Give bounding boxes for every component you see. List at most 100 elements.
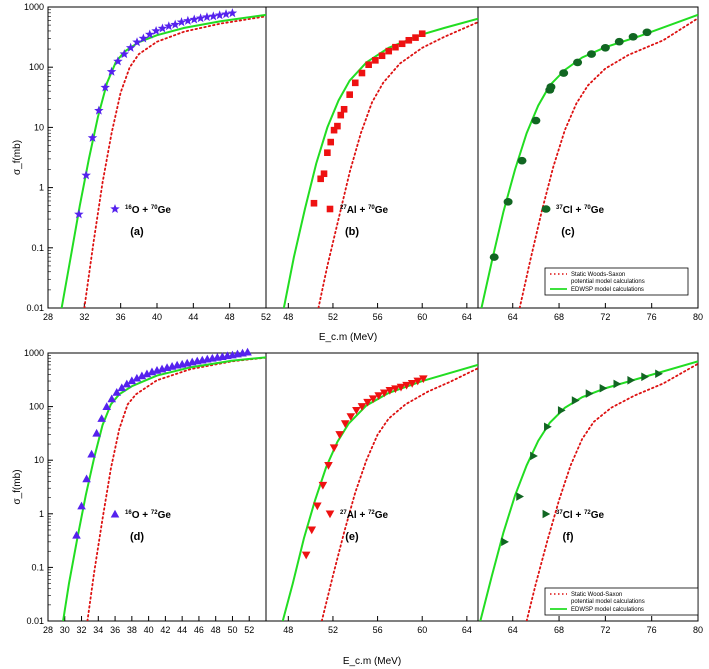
reaction-label: 16O + 72Ge	[125, 510, 171, 521]
data-point	[398, 40, 406, 48]
data-point	[112, 387, 122, 396]
x-tick-label: 40	[152, 312, 162, 322]
reaction-label: 27Al + 70Ge	[340, 205, 389, 216]
data-point	[122, 379, 132, 388]
x-tick-label: 76	[647, 312, 657, 322]
data-point	[92, 428, 101, 437]
data-point	[517, 156, 527, 165]
data-point	[119, 49, 130, 59]
data-point	[546, 83, 556, 91]
x-tick-label: 40	[144, 625, 154, 635]
data-point	[412, 34, 419, 41]
data-point	[318, 481, 328, 490]
data-point	[368, 395, 378, 404]
data-point	[317, 175, 324, 183]
legend-static-label-line2: potential model calculations	[571, 599, 645, 605]
edwsp-curve	[281, 363, 478, 621]
legend-static-label: Static Woods-Saxon	[571, 272, 625, 278]
data-point	[151, 25, 161, 35]
panel-e: 48 52 56 60 64 27Al + 72Ge (e)	[281, 363, 478, 635]
x-tick-label: 52	[261, 312, 271, 322]
data-point	[351, 79, 359, 87]
data-point	[301, 551, 311, 560]
x-tick-label: 36	[116, 312, 126, 322]
data-point	[340, 105, 348, 113]
data-point	[183, 15, 193, 25]
data-point	[641, 372, 650, 382]
panel-label: (c)	[561, 226, 575, 238]
y-tick-label: 1	[39, 183, 44, 193]
legend-box	[544, 267, 689, 296]
data-point	[530, 451, 538, 461]
data-point	[117, 383, 127, 392]
data-point	[531, 116, 541, 125]
data-point	[138, 33, 149, 43]
static-woods-saxon-curve	[317, 21, 478, 308]
reaction-label: 37Cl + 72Ge	[556, 510, 605, 521]
panel-c: 64 68 72 76 80 37Cl + 70Ge (c)	[480, 13, 703, 322]
data-point	[340, 420, 350, 428]
panel-d: 28 30 32 34 36 38 40 42 44 46 48 50 52 16O + 72Ge (d)	[43, 347, 266, 635]
x-tick-label: 48	[225, 312, 235, 322]
y-tick-label: 100	[29, 402, 44, 412]
legend-static-label: Static Wood-Saxon	[571, 592, 622, 598]
data-point	[189, 14, 199, 24]
x-tick-label: 28	[43, 312, 53, 322]
y-tick-label: 100	[29, 62, 44, 72]
x-tick-label: 80	[693, 625, 703, 635]
edwsp-curve	[60, 13, 266, 308]
data-point	[327, 138, 335, 146]
legend-marker	[541, 205, 551, 213]
x-tick-label: 80	[693, 312, 703, 322]
data-point	[97, 414, 106, 422]
x-tick-label: 42	[160, 625, 170, 635]
x-tick-label: 72	[600, 312, 610, 322]
x-tick-label: 60	[417, 312, 427, 322]
data-point	[544, 422, 552, 432]
x-tick-label: 64	[508, 625, 518, 635]
x-tick-label: 36	[110, 625, 120, 635]
data-point	[346, 91, 353, 98]
data-point	[227, 8, 238, 18]
y-tick-label: 0.1	[31, 562, 44, 572]
panel-a: 28 32 36 40 44 48 52 16O + 70Ge (a)	[43, 8, 271, 322]
legend-marker	[325, 510, 335, 519]
data-point	[195, 13, 206, 23]
data-point	[221, 9, 231, 19]
data-point	[501, 537, 509, 547]
legend-edwsp-label: EDWSP model calculations	[571, 287, 644, 293]
x-tick-label: 68	[554, 625, 564, 635]
data-point	[125, 42, 136, 52]
data-point	[82, 474, 91, 483]
x-tick-label: 46	[194, 625, 204, 635]
legend-edwsp-label: EDWSP model calculations	[571, 607, 644, 613]
y-tick-label: 10	[34, 455, 44, 465]
static-woods-saxon-curve	[83, 15, 266, 308]
data-point	[402, 381, 411, 390]
data-point	[72, 530, 81, 539]
data-point	[113, 56, 123, 66]
data-point	[324, 461, 333, 470]
x-tick-label: 56	[373, 312, 383, 322]
data-point	[320, 170, 328, 178]
row-frame-2	[47, 352, 699, 622]
panel-label: (d)	[130, 531, 144, 543]
data-point	[392, 43, 399, 51]
data-point	[346, 413, 356, 421]
data-point	[137, 371, 147, 380]
data-point	[214, 10, 225, 20]
data-point	[405, 36, 413, 44]
y-tick-label: 10	[34, 122, 44, 132]
x-tick-label: 34	[93, 625, 103, 635]
reaction-label: 16O + 70Ge	[125, 205, 171, 216]
reaction-label: 37Cl + 70Ge	[556, 205, 605, 216]
data-point	[144, 29, 155, 39]
data-point	[642, 28, 652, 37]
edwsp-curve	[480, 13, 698, 308]
panel-label: (f)	[563, 531, 574, 543]
data-point	[243, 347, 252, 356]
static-woods-saxon-curve	[320, 367, 478, 621]
data-point	[176, 17, 187, 27]
edwsp-curve	[282, 17, 478, 308]
